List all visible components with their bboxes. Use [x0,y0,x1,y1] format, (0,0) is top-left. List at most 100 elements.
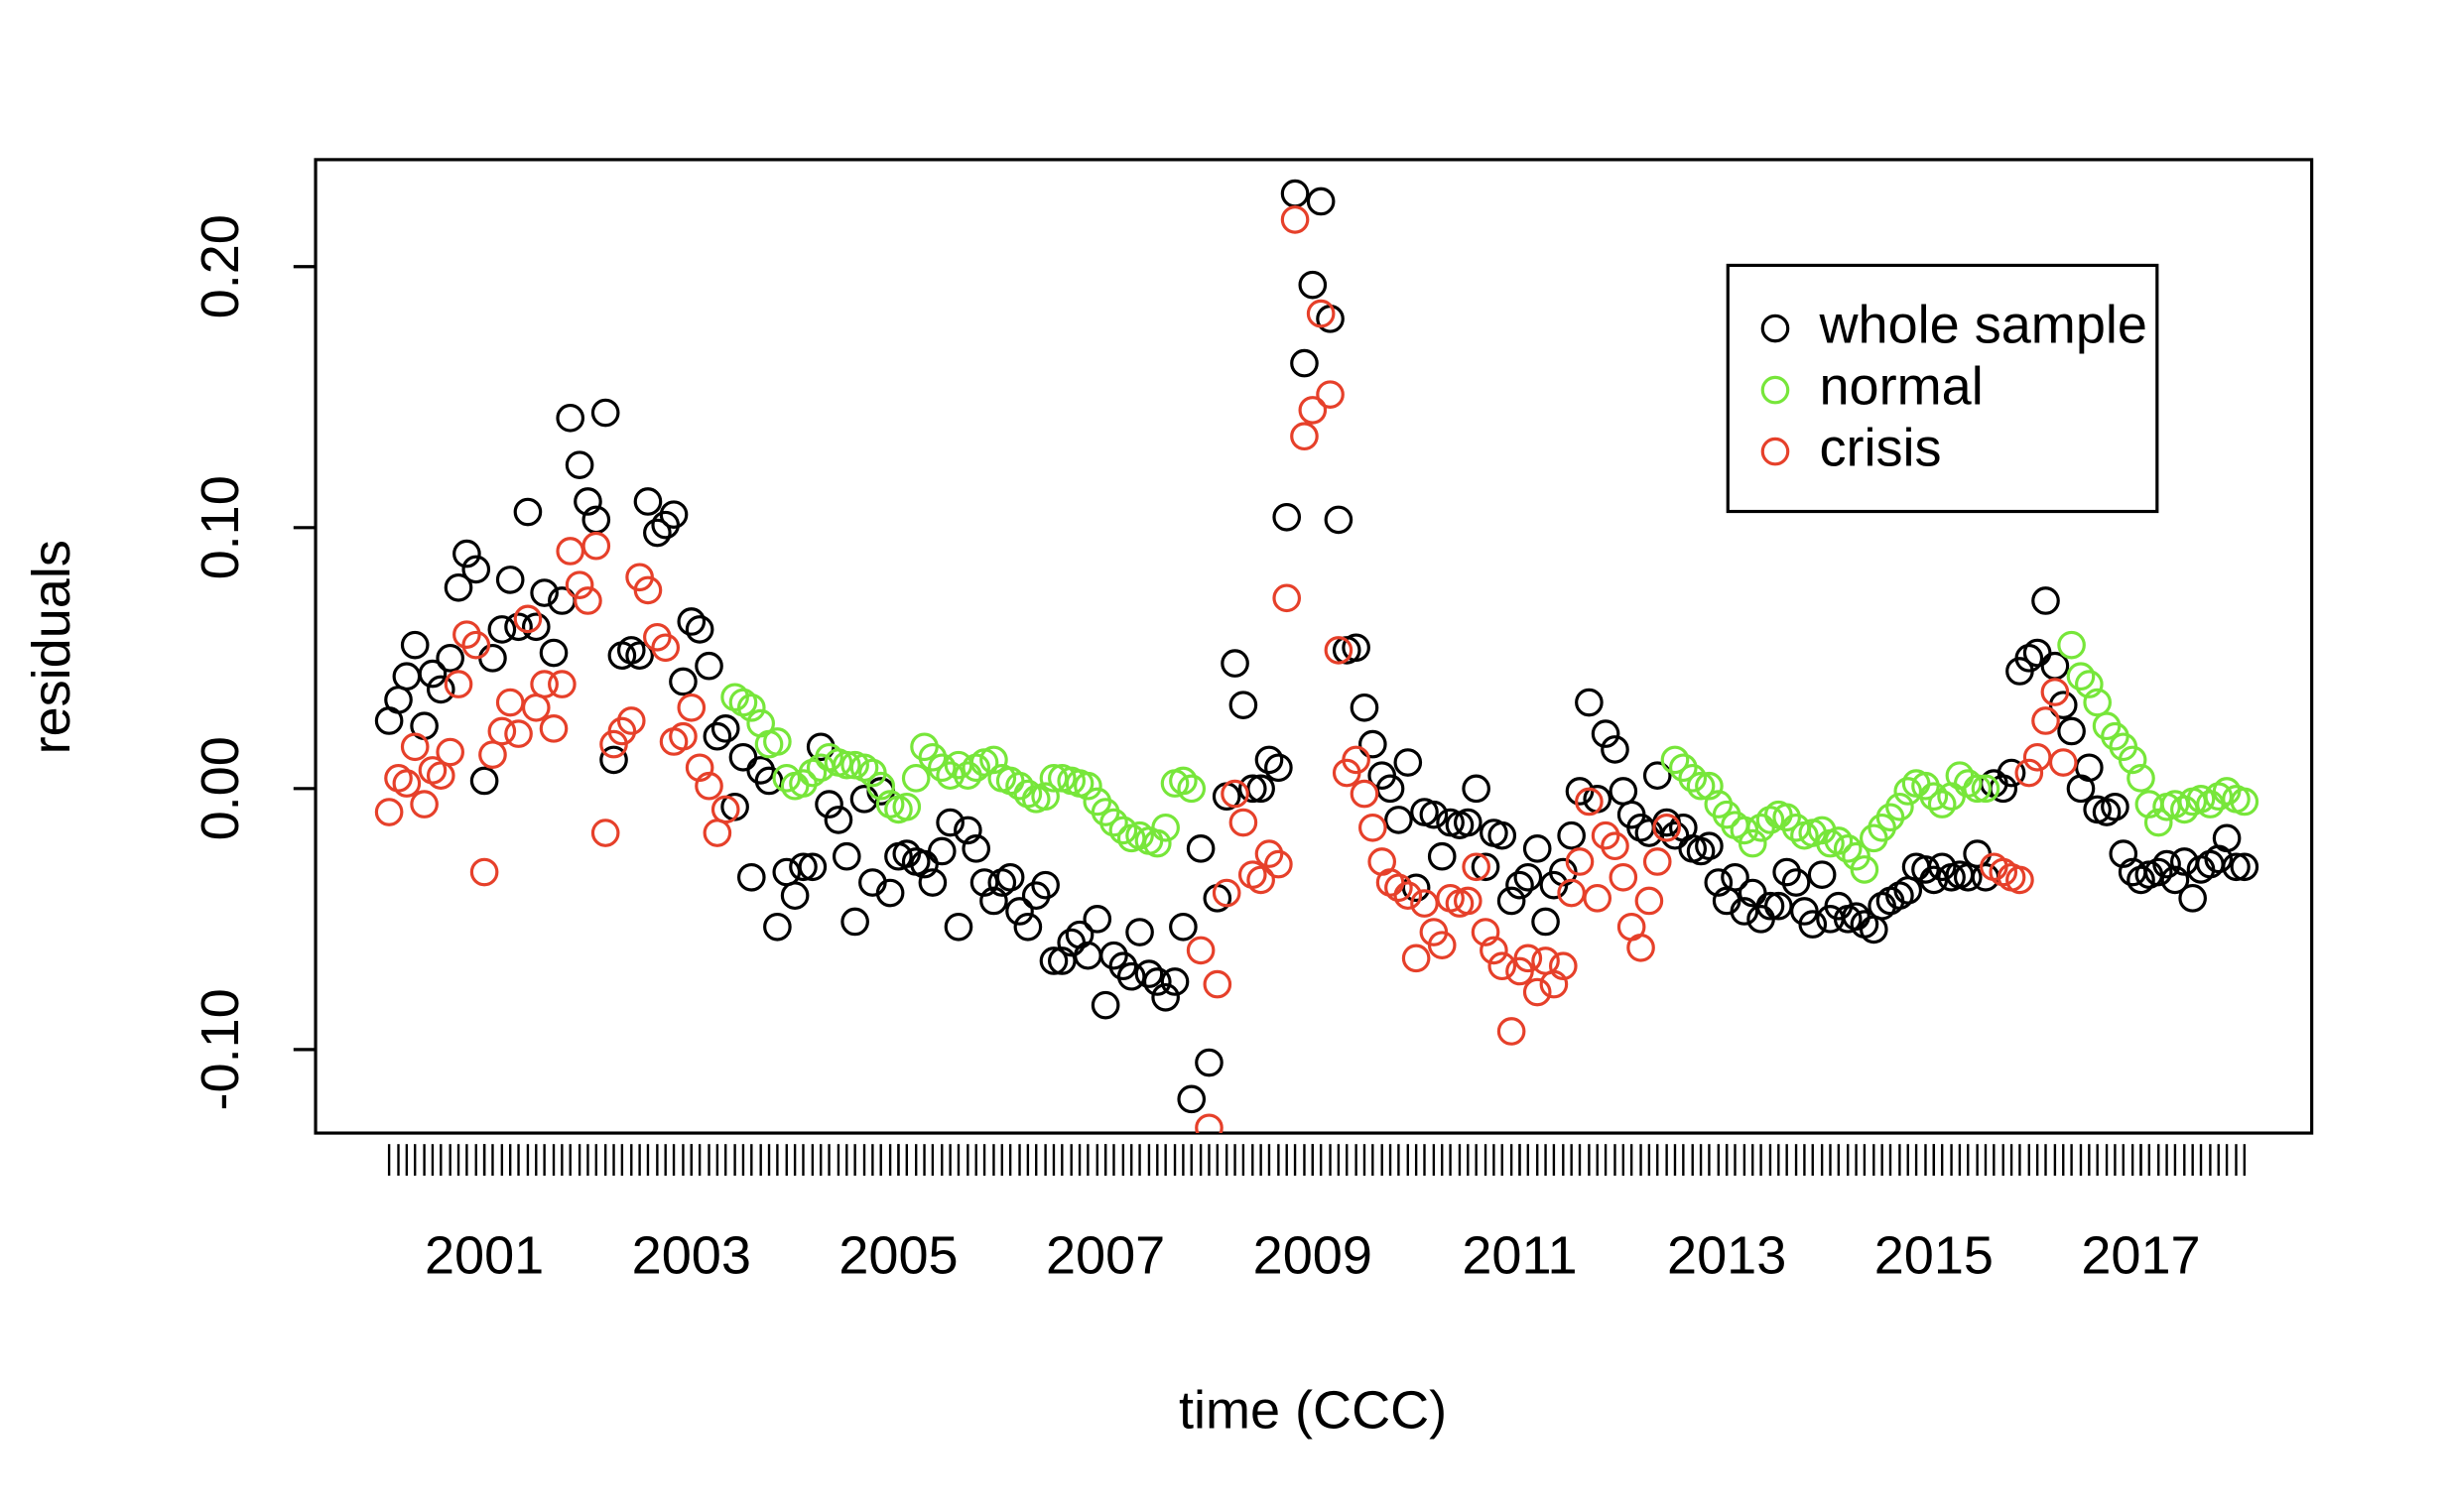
point [685,753,714,783]
point [461,630,491,660]
point [763,727,792,756]
point [1781,868,1811,897]
point [2031,706,2060,735]
plot-frame [314,158,2314,1135]
point [1047,946,1077,975]
point [452,539,481,568]
point [1669,753,1698,783]
point [1695,771,1724,801]
point [1375,774,1405,804]
point [979,886,1008,916]
point [1738,828,1767,858]
point [1221,649,1249,678]
x-tick-label: 2013 [1667,1226,1786,1286]
point [487,615,517,644]
point [669,667,698,696]
point [1186,834,1216,863]
point [1807,860,1837,889]
point [1384,873,1413,903]
point [1634,886,1664,916]
point [1471,852,1500,882]
point [1039,764,1069,793]
point [1893,777,1923,806]
point [1212,878,1241,908]
point [1496,886,1526,916]
point [1522,977,1552,1007]
point [1134,959,1164,988]
point [1151,982,1180,1012]
point [495,566,525,594]
x-tick-label: 2007 [1046,1226,1165,1286]
point [1342,633,1370,663]
point [1306,299,1336,328]
point [651,633,681,663]
point [444,572,473,602]
point [1772,803,1801,832]
point [418,659,448,689]
point [1350,779,1379,809]
point [832,750,861,780]
y-tick-label: 0.10 [191,475,250,579]
point [1419,800,1449,829]
point [798,852,828,882]
point [1083,905,1112,934]
point [1169,912,1198,942]
point [436,644,464,673]
point [556,537,585,566]
point [1601,735,1629,764]
point [1099,941,1128,970]
point [1626,933,1655,962]
point [1462,852,1490,882]
point [1772,857,1801,887]
point [1142,828,1172,858]
point [1074,771,1102,801]
x-tick-label: 2005 [838,1226,958,1286]
point [736,693,766,722]
point [1427,841,1457,871]
point [1927,852,1957,882]
legend-label: whole sample [1819,295,2147,354]
point [590,398,620,428]
point [1195,1113,1224,1134]
y-tick-label: -0.10 [191,988,250,1110]
point [2014,758,2044,788]
point [2230,852,2259,882]
legend-label: normal [1820,356,1984,416]
point [1350,693,1379,722]
point [1272,583,1302,613]
point [1953,862,1983,892]
point [1298,396,1328,425]
point [2005,865,2034,895]
point [1358,813,1387,842]
point [1031,782,1060,812]
point [1642,847,1672,876]
point [487,716,517,746]
point [815,790,843,819]
point [1721,862,1749,892]
point [1764,891,1793,921]
point [2212,823,2242,853]
point [1453,808,1482,837]
point [1471,918,1500,946]
point [1755,891,1785,921]
y-tick-label: 0.20 [191,214,250,318]
point [840,907,869,937]
point [530,670,559,698]
point [548,670,577,698]
point [659,500,689,529]
point [1228,808,1258,837]
point [392,769,422,798]
points [374,179,2259,1134]
point [824,806,853,834]
x-tick-label: 2003 [632,1226,751,1286]
point [1280,205,1310,234]
point [677,607,707,636]
point [1591,820,1620,850]
point [1177,774,1207,804]
point [374,798,404,826]
legend-label: crisis [1820,418,1942,477]
point [918,868,948,897]
point [1695,831,1724,861]
point [426,675,455,704]
point [763,912,792,942]
